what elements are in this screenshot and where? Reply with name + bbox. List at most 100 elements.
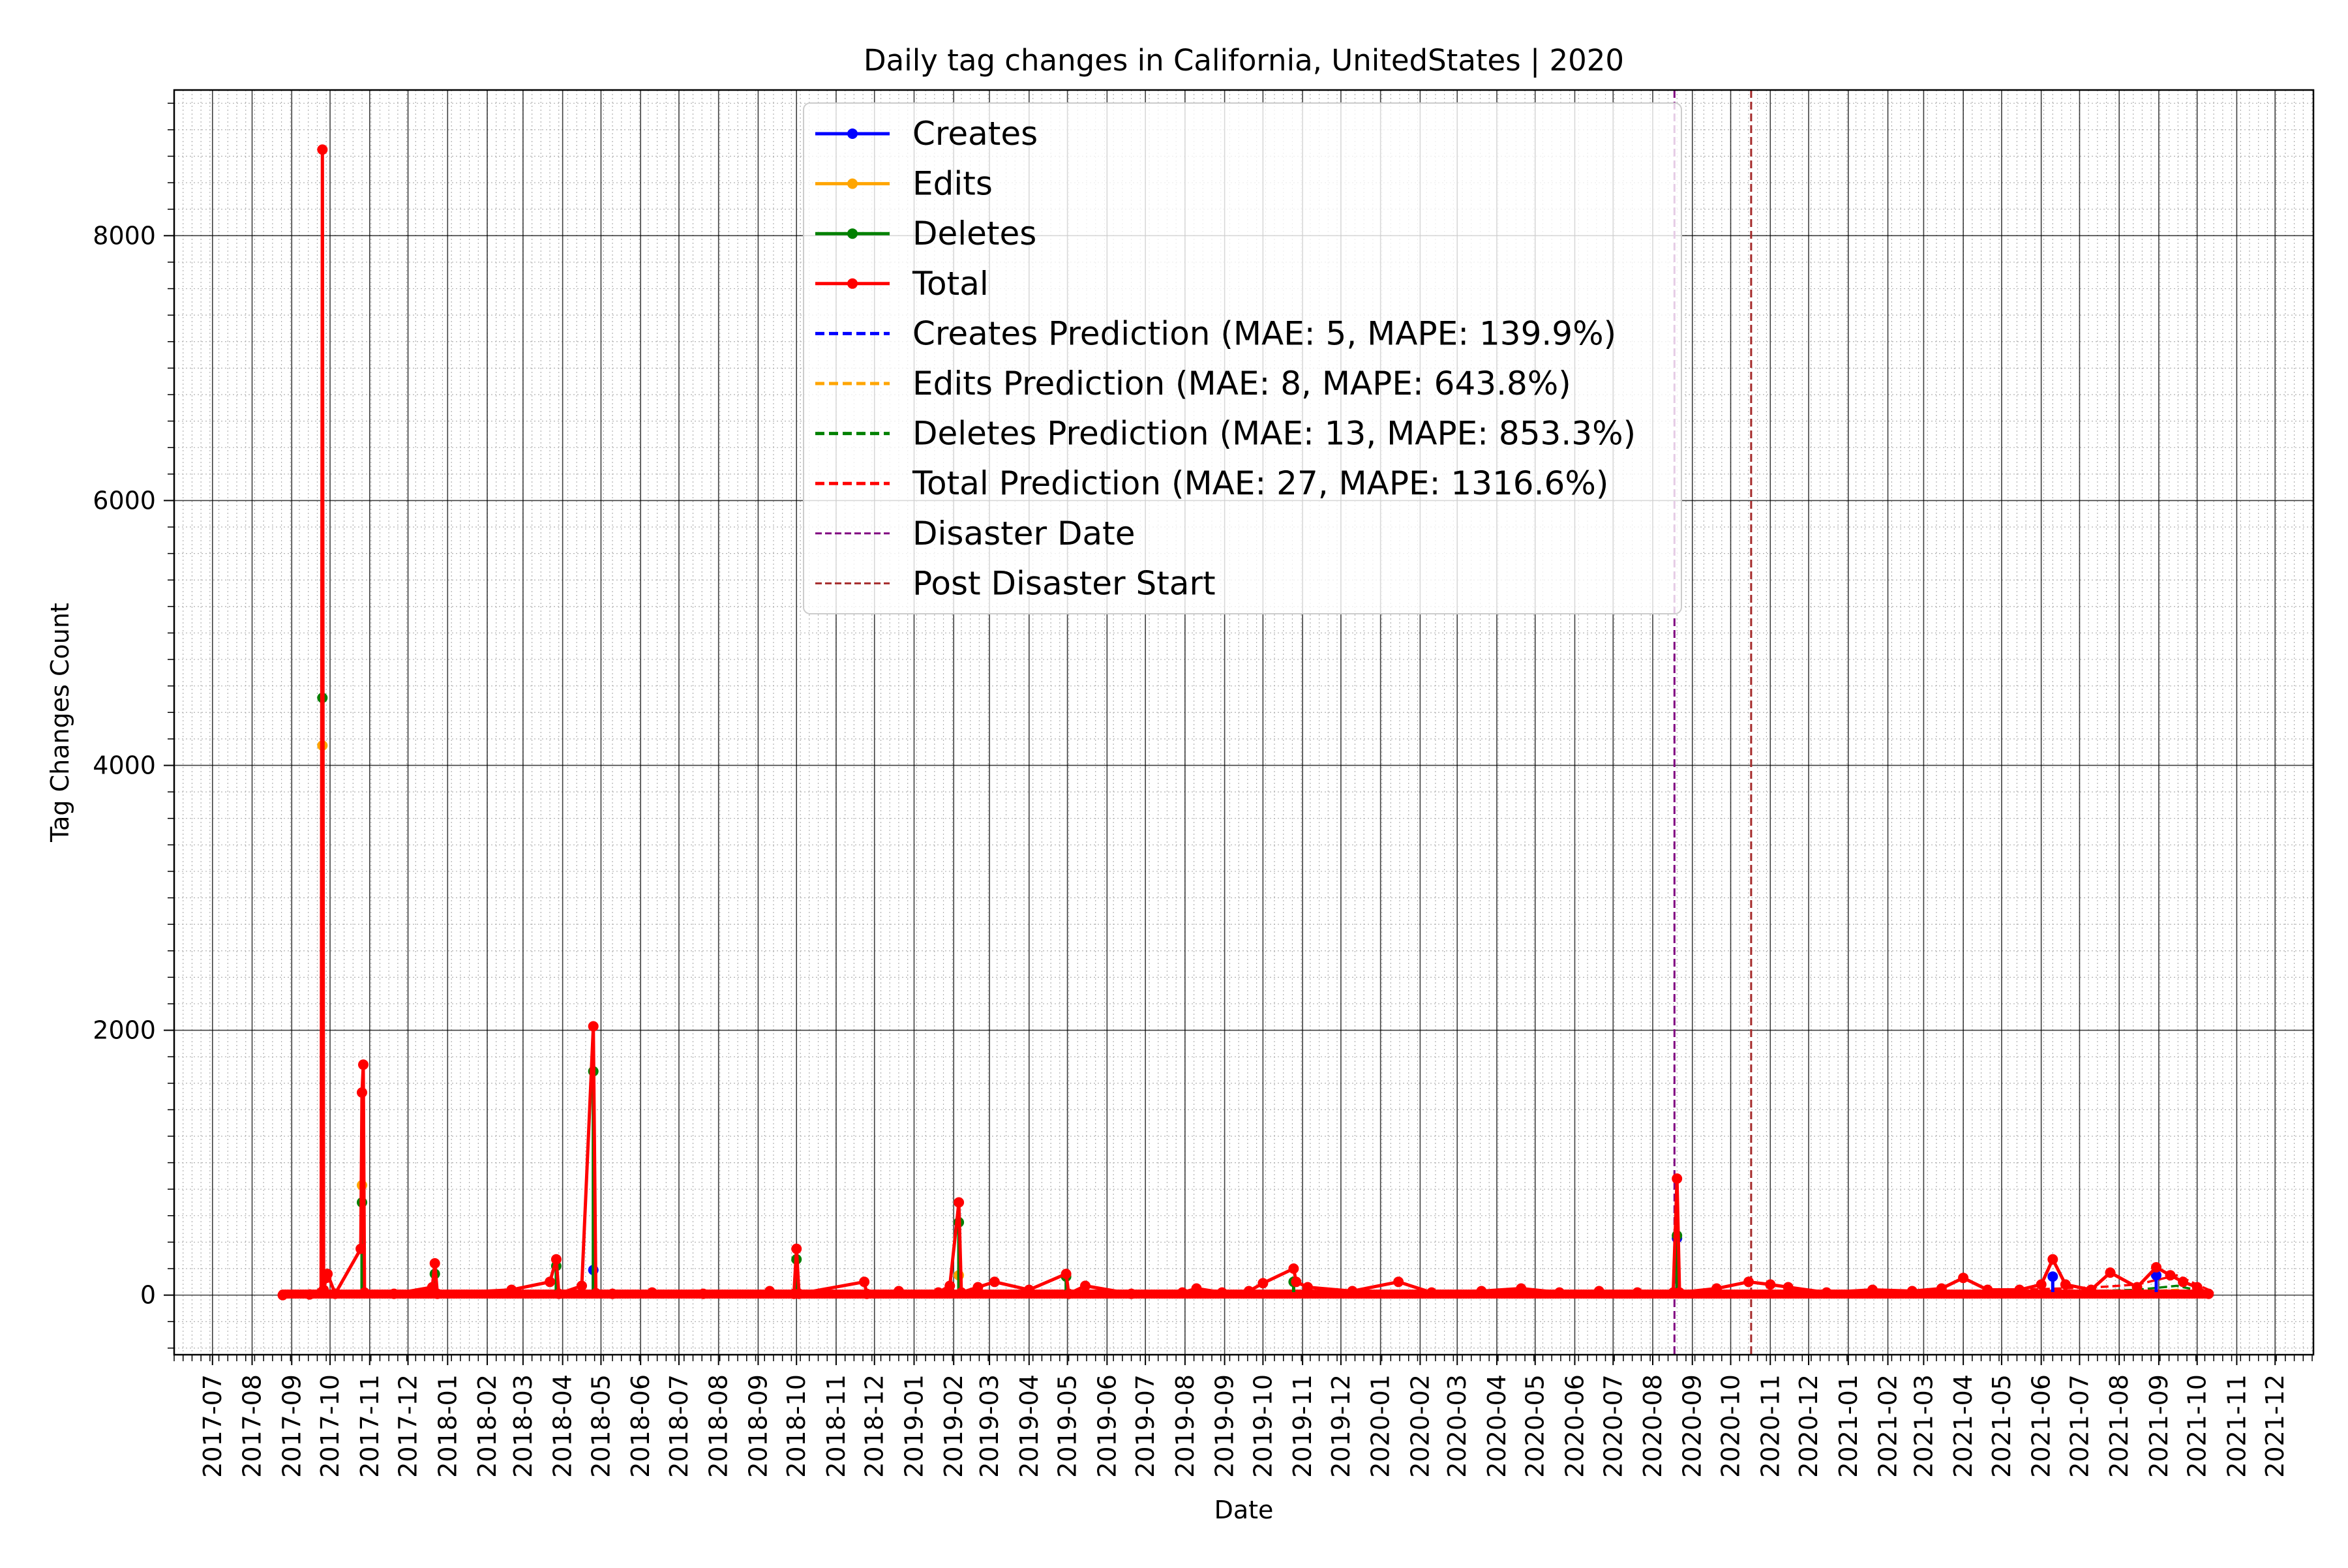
x-tick-label: 2020-01 [1366,1374,1395,1478]
x-tick-label: 2021-07 [2065,1374,2094,1478]
total-point [2014,1284,2025,1295]
total-point [588,1021,599,1032]
total-point [646,1287,657,1298]
x-tick-label: 2018-03 [509,1374,537,1478]
total-point [1347,1286,1358,1297]
total-point [607,1288,618,1299]
total-point [359,1287,370,1298]
total-point [1982,1284,1993,1295]
x-tick-label: 2020-07 [1599,1374,1627,1478]
x-tick-label: 2021-01 [1834,1374,1863,1478]
x-tick-label: 2021-04 [1949,1374,1978,1478]
y-tick-label: 8000 [93,221,156,250]
total-point [1936,1283,1947,1294]
x-tick-label: 2021-06 [2027,1374,2056,1478]
total-point [791,1243,802,1254]
total-point [1063,1288,1074,1299]
total-point [2047,1254,2058,1265]
x-tick-label: 2020-11 [1756,1374,1784,1478]
total-point [1554,1287,1565,1298]
legend-label: Edits Prediction (MAE: 8, MAPE: 643.8%) [912,365,1571,402]
total-point [1061,1269,1072,1280]
x-tick-label: 2018-06 [626,1374,655,1478]
x-tick-label: 2018-12 [860,1374,889,1478]
total-point [1191,1283,1202,1294]
x-tick-label: 2020-05 [1521,1374,1550,1478]
plot-frame [173,89,2315,1356]
y-tick-label: 4000 [93,751,156,779]
total-point [1426,1287,1437,1298]
total-point [1216,1287,1227,1298]
total-point [429,1258,440,1269]
total-point [304,1289,315,1300]
x-tick-label: 2019-09 [1211,1374,1239,1478]
x-tick-label: 2020-08 [1638,1374,1667,1478]
legend-label: Total Prediction (MAE: 27, MAPE: 1316.6%… [912,464,1608,502]
total-point [357,1087,367,1098]
total-point [1867,1284,1878,1295]
total-point [859,1276,870,1288]
x-tick-label: 2018-02 [473,1374,502,1478]
x-tick-label: 2021-08 [2105,1374,2133,1478]
total-point [2086,1284,2097,1295]
x-tick-label: 2019-05 [1053,1374,1082,1478]
legend-item: Deletes Prediction (MAE: 13, MAPE: 853.3… [815,415,1636,453]
x-tick-label: 2021-09 [2145,1374,2173,1478]
total-point [794,1288,805,1299]
legend-label: Disaster Date [912,515,1135,552]
legend-item: Total Prediction (MAE: 27, MAPE: 1316.6%… [815,464,1608,502]
total-point [1674,1287,1685,1298]
y-axis-label: Tag Changes Count [46,603,74,843]
total-point [432,1288,443,1299]
x-tick-label: 2017-11 [355,1374,384,1478]
total-point [1302,1282,1313,1293]
total-point [1243,1286,1254,1297]
x-tick-label: 2018-01 [433,1374,462,1478]
total-point [2105,1267,2116,1278]
total-point [2060,1279,2071,1290]
total-point [277,1289,288,1301]
legend-label: Deletes Prediction (MAE: 13, MAPE: 853.3… [912,415,1636,453]
x-tick-label: 2017-08 [238,1374,267,1478]
x-tick-label: 2021-10 [2183,1374,2212,1478]
total-point [956,1287,967,1298]
total-point [318,1284,329,1295]
total-point [2131,1282,2143,1293]
total-point [545,1276,556,1288]
legend-label: Total [912,265,989,303]
legend-marker [847,128,858,139]
total-point [2178,1276,2189,1288]
x-tick-label: 2020-12 [1794,1374,1823,1478]
x-tick-label: 2020-09 [1678,1374,1707,1478]
legend-marker [847,228,858,239]
x-axis-label: Date [1214,1496,1274,1524]
x-tick-label: 2020-02 [1406,1374,1434,1478]
legend-item: Creates Prediction (MAE: 5, MAPE: 139.9%… [815,314,1616,352]
x-tick-label: 2020-04 [1483,1374,1511,1478]
chart-title: Daily tag changes in California, UnitedS… [864,43,1624,78]
total-point [1632,1287,1643,1298]
total-point [1288,1263,1299,1274]
total-point [577,1280,587,1291]
x-tick-label: 2018-11 [822,1374,850,1478]
total-point [2203,1288,2214,1299]
total-point [1672,1173,1683,1184]
total-point [550,1254,562,1265]
creates-point [2151,1270,2161,1281]
total-point [1765,1279,1776,1290]
total-point [944,1280,956,1291]
x-tick-label: 2020-03 [1443,1374,1471,1478]
legend-marker [847,178,858,189]
total-point [1080,1280,1091,1291]
x-tick-label: 2019-04 [1015,1374,1044,1478]
total-point [1821,1287,1832,1298]
x-tick-label: 2021-03 [1909,1374,1938,1478]
total-point [506,1284,517,1295]
legend-item: Total [815,265,989,303]
x-tick-label: 2018-07 [665,1374,693,1478]
x-tick-label: 2021-11 [2222,1374,2251,1478]
total-point [1593,1286,1604,1297]
x-tick-label: 2021-12 [2261,1374,2289,1478]
total-point [1958,1273,1969,1284]
